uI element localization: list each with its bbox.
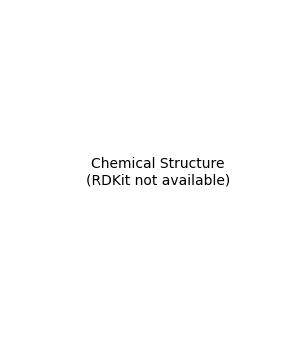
Text: Chemical Structure
(RDKit not available): Chemical Structure (RDKit not available): [86, 158, 230, 188]
